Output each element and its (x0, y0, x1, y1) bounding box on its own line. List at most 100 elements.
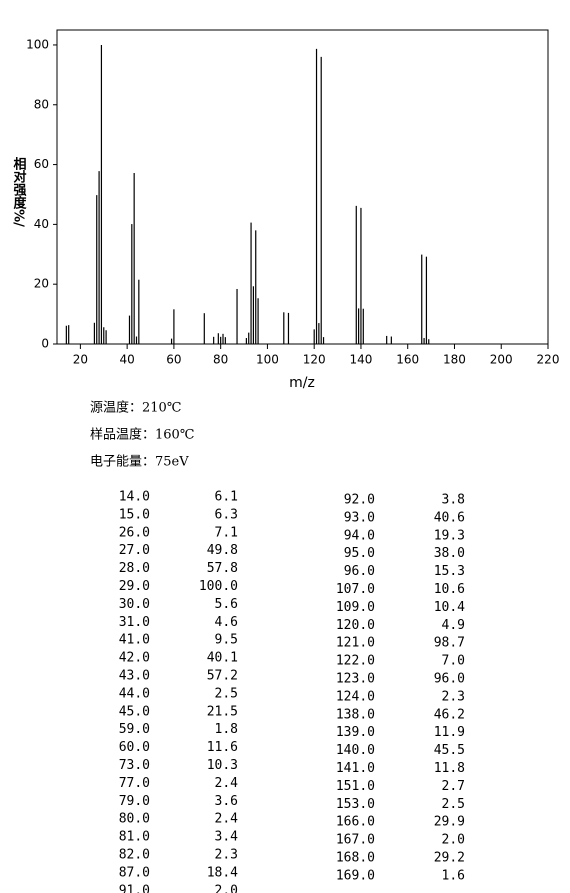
condition-line: 电子能量：75eV (90, 455, 189, 470)
mz-cell: 28.0 (119, 561, 150, 576)
mz-cell: 95.0 (344, 546, 375, 561)
intensity-cell: 2.5 (442, 797, 465, 812)
intensity-cell: 11.6 (207, 740, 238, 755)
mz-cell: 124.0 (336, 689, 375, 704)
mz-cell: 123.0 (336, 672, 375, 687)
intensity-cell: 29.2 (434, 851, 465, 866)
mz-cell: 169.0 (336, 868, 375, 883)
mz-cell: 15.0 (119, 507, 150, 522)
intensity-cell: 6.1 (215, 490, 238, 505)
y-tick-label: 80 (34, 97, 49, 111)
mz-cell: 121.0 (336, 636, 375, 651)
x-tick-label: 160 (396, 353, 419, 367)
intensity-cell: 1.6 (442, 868, 465, 883)
intensity-cell: 1.8 (215, 722, 238, 737)
intensity-cell: 40.1 (207, 651, 238, 666)
x-tick-label: 20 (73, 353, 88, 367)
y-axis-label: 相对强度%/ (11, 157, 27, 228)
mz-cell: 44.0 (119, 686, 150, 701)
intensity-cell: 46.2 (434, 707, 465, 722)
intensity-cell: 2.7 (442, 779, 465, 794)
y-tick-label: 100 (26, 37, 49, 51)
mz-cell: 94.0 (344, 528, 375, 543)
intensity-cell: 10.4 (434, 600, 465, 615)
mz-cell: 167.0 (336, 833, 375, 848)
intensity-cell: 3.8 (442, 493, 465, 508)
intensity-cell: 6.3 (215, 507, 238, 522)
intensity-cell: 98.7 (434, 636, 465, 651)
x-tick-label: 100 (256, 353, 279, 367)
mz-cell: 151.0 (336, 779, 375, 794)
intensity-cell: 100.0 (199, 579, 238, 594)
y-tick-label: 40 (34, 217, 49, 231)
mz-cell: 59.0 (119, 722, 150, 737)
mz-cell: 27.0 (119, 543, 150, 558)
x-tick-label: 60 (166, 353, 181, 367)
mz-cell: 122.0 (336, 654, 375, 669)
mz-cell: 153.0 (336, 797, 375, 812)
mz-cell: 26.0 (119, 525, 150, 540)
intensity-cell: 38.0 (434, 546, 465, 561)
intensity-cell: 2.0 (442, 833, 465, 848)
mz-cell: 60.0 (119, 740, 150, 755)
intensity-cell: 2.3 (442, 689, 465, 704)
intensity-cell: 7.0 (442, 654, 465, 669)
mz-cell: 168.0 (336, 851, 375, 866)
intensity-cell: 2.4 (215, 776, 239, 791)
intensity-cell: 2.4 (215, 812, 239, 827)
mz-cell: 43.0 (119, 669, 150, 684)
intensity-cell: 9.5 (215, 633, 238, 648)
intensity-cell: 4.9 (442, 618, 465, 633)
mz-cell: 81.0 (119, 830, 150, 845)
intensity-cell: 3.4 (215, 830, 239, 845)
intensity-cell: 2.5 (215, 686, 238, 701)
plot-frame (56, 29, 549, 345)
mz-cell: 29.0 (119, 579, 150, 594)
mz-cell: 77.0 (119, 776, 150, 791)
mz-cell: 91.0 (119, 883, 150, 893)
intensity-cell: 57.2 (207, 669, 238, 684)
x-tick-label: 140 (349, 353, 372, 367)
mz-cell: 139.0 (336, 725, 375, 740)
intensity-cell: 11.9 (434, 725, 465, 740)
intensity-cell: 57.8 (207, 561, 238, 576)
y-tick-label: 20 (34, 277, 49, 291)
intensity-cell: 11.8 (434, 761, 465, 776)
mz-cell: 79.0 (119, 794, 150, 809)
intensity-cell: 3.6 (215, 794, 238, 809)
y-tick-label: 60 (34, 157, 49, 171)
mz-cell: 31.0 (119, 615, 150, 630)
mz-cell: 42.0 (119, 651, 150, 666)
intensity-cell: 40.6 (434, 510, 465, 525)
intensity-cell: 96.0 (434, 672, 465, 687)
intensity-cell: 10.3 (207, 758, 238, 773)
intensity-cell: 7.1 (215, 525, 238, 540)
intensity-cell: 49.8 (207, 543, 238, 558)
mz-cell: 92.0 (344, 493, 375, 508)
intensity-cell: 45.5 (434, 743, 465, 758)
intensity-cell: 2.3 (215, 848, 238, 863)
intensity-cell: 2.0 (215, 883, 238, 893)
mz-cell: 140.0 (336, 743, 375, 758)
x-tick-label: 80 (213, 353, 228, 367)
mz-cell: 166.0 (336, 815, 375, 830)
x-tick-label: 200 (490, 353, 513, 367)
x-tick-label: 120 (303, 353, 326, 367)
mz-cell: 87.0 (119, 865, 150, 880)
mz-cell: 93.0 (344, 510, 375, 525)
x-tick-label: 40 (120, 353, 135, 367)
intensity-cell: 4.6 (215, 615, 238, 630)
mz-cell: 141.0 (336, 761, 375, 776)
intensity-cell: 29.9 (434, 815, 465, 830)
mz-cell: 45.0 (119, 704, 150, 719)
mz-cell: 138.0 (336, 707, 375, 722)
mz-cell: 80.0 (119, 812, 150, 827)
condition-line: 样品温度：160℃ (90, 427, 194, 443)
x-axis-label: m/z (289, 375, 315, 391)
intensity-cell: 15.3 (434, 564, 465, 579)
intensity-cell: 10.6 (434, 582, 465, 597)
mz-cell: 82.0 (119, 848, 150, 863)
y-tick-label: 0 (41, 337, 49, 351)
